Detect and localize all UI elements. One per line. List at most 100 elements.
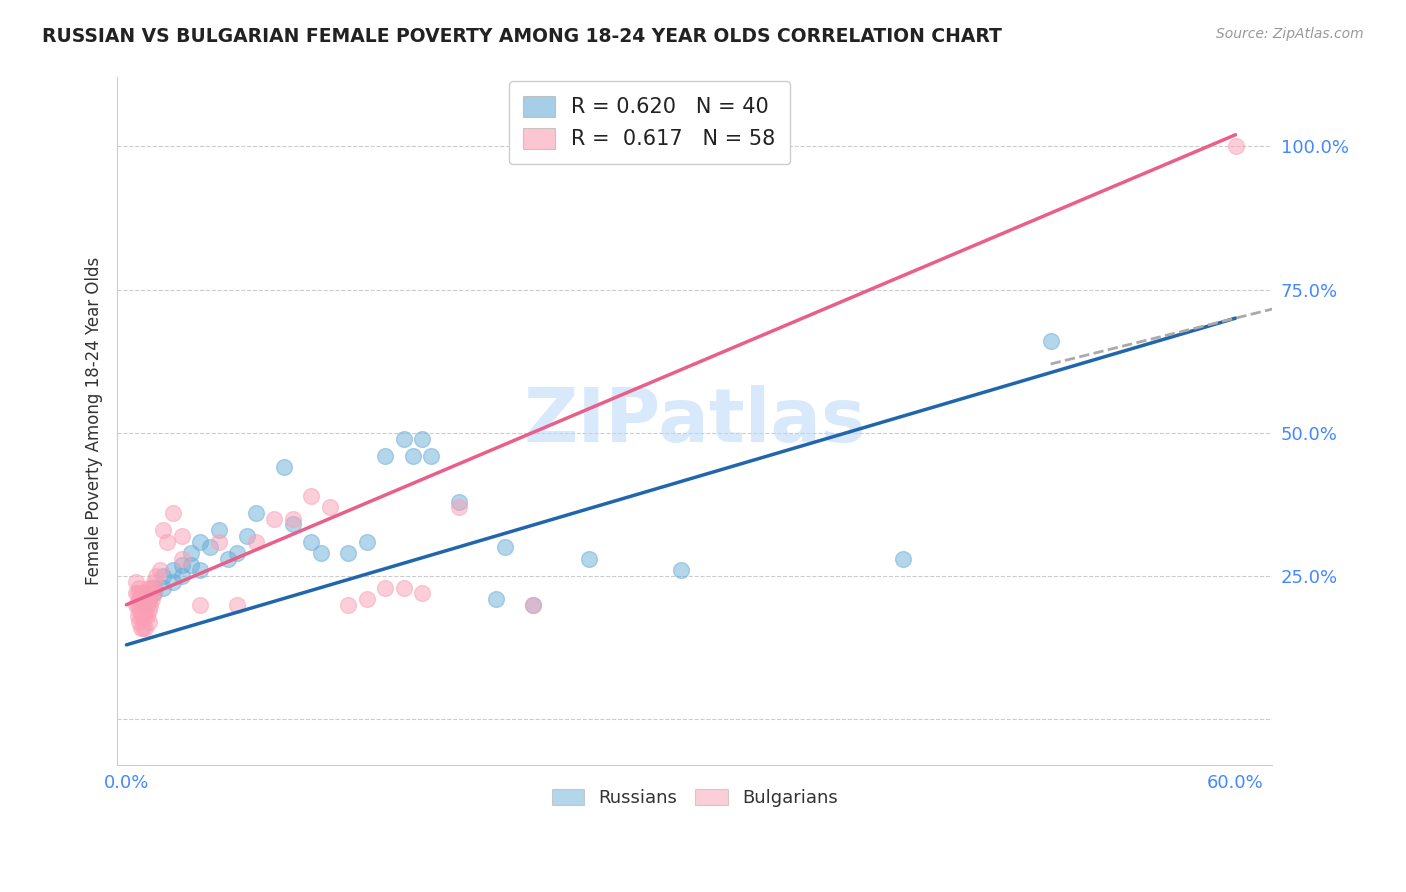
Point [374,581,396,595]
Point [669,563,692,577]
Point [208,523,231,537]
Point [337,598,360,612]
Point [127,598,149,612]
Point [208,534,231,549]
Point [180,546,202,560]
Point [127,609,149,624]
Point [578,552,600,566]
Point [217,552,239,566]
Point [162,563,184,577]
Point [162,574,184,589]
Point [356,534,378,549]
Point [141,592,163,607]
Point [337,546,360,560]
Point [299,489,322,503]
Point [420,449,443,463]
Legend: Russians, Bulgarians: Russians, Bulgarians [544,782,845,814]
Point [309,546,332,560]
Point [485,592,508,607]
Point [139,586,162,600]
Point [374,449,396,463]
Point [128,603,150,617]
Point [190,534,212,549]
Point [226,546,249,560]
Point [138,603,160,617]
Point [132,609,155,624]
Point [152,569,174,583]
Point [411,586,433,600]
Point [129,621,152,635]
Point [132,586,155,600]
Point [135,598,157,612]
Point [127,586,149,600]
Point [891,552,914,566]
Point [152,581,174,595]
Point [235,529,257,543]
Point [170,552,193,566]
Point [449,500,471,515]
Point [149,563,172,577]
Point [281,517,304,532]
Point [134,598,156,612]
Point [129,586,152,600]
Point [402,449,425,463]
Point [522,598,544,612]
Point [141,581,163,595]
Point [134,598,156,612]
Point [134,586,156,600]
Point [411,432,433,446]
Point [132,621,155,635]
Point [128,581,150,595]
Point [281,512,304,526]
Text: Source: ZipAtlas.com: Source: ZipAtlas.com [1216,27,1364,41]
Point [263,512,285,526]
Point [143,586,166,600]
Point [129,609,152,624]
Point [145,569,167,583]
Point [245,506,267,520]
Point [139,598,162,612]
Point [143,574,166,589]
Point [494,541,516,555]
Point [132,598,155,612]
Point [134,609,156,624]
Point [198,541,221,555]
Point [392,432,415,446]
Point [138,592,160,607]
Point [319,500,342,515]
Point [162,506,184,520]
Point [128,592,150,607]
Point [143,586,166,600]
Point [190,563,212,577]
Point [124,598,146,612]
Point [190,598,212,612]
Point [135,609,157,624]
Point [299,534,322,549]
Text: ZIPatlas: ZIPatlas [523,384,866,458]
Point [129,598,152,612]
Point [138,615,160,629]
Text: RUSSIAN VS BULGARIAN FEMALE POVERTY AMONG 18-24 YEAR OLDS CORRELATION CHART: RUSSIAN VS BULGARIAN FEMALE POVERTY AMON… [42,27,1002,45]
Point [134,586,156,600]
Point [138,581,160,595]
Point [143,581,166,595]
Point [1039,334,1062,348]
Point [392,581,415,595]
Point [135,586,157,600]
Point [124,586,146,600]
Point [226,598,249,612]
Point [138,592,160,607]
Point [170,558,193,572]
Point [170,529,193,543]
Point [522,598,544,612]
Point [180,558,202,572]
Point [156,534,179,549]
Y-axis label: Female Poverty Among 18-24 Year Olds: Female Poverty Among 18-24 Year Olds [86,257,103,585]
Point [1225,139,1247,153]
Point [356,592,378,607]
Point [128,615,150,629]
Point [273,460,295,475]
Point [152,523,174,537]
Point [124,574,146,589]
Point [134,621,156,635]
